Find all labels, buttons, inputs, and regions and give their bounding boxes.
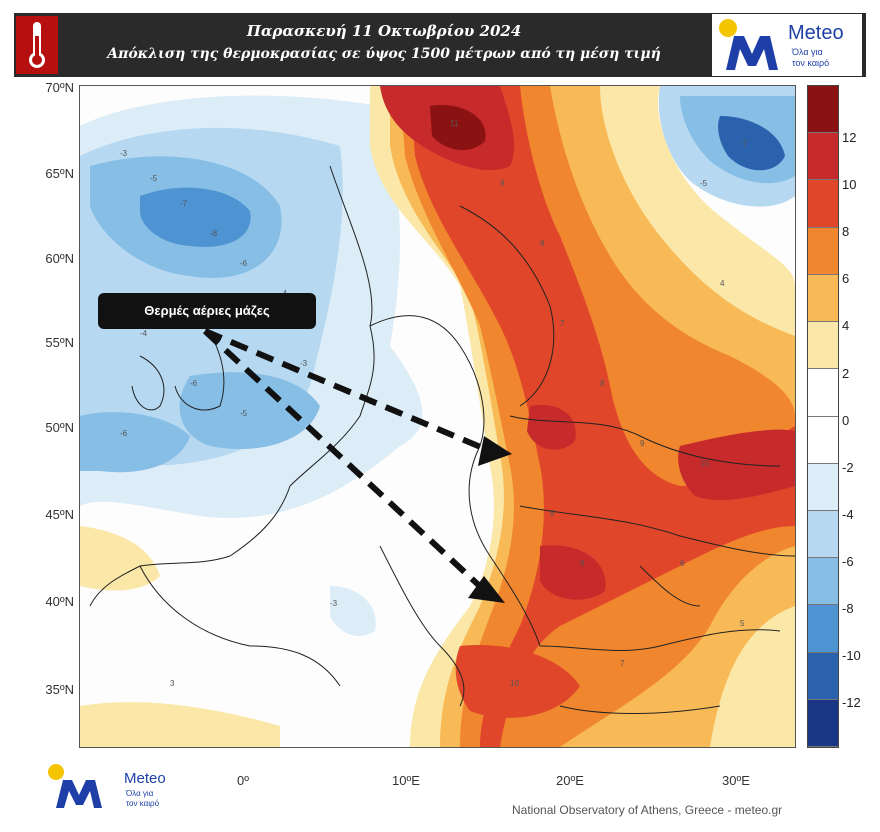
lon-label-20e: 20ºE	[556, 773, 584, 788]
lon-label-0: 0º	[237, 773, 249, 788]
svg-text:7: 7	[620, 659, 625, 668]
colorbar-label: -12	[842, 695, 861, 710]
lon-label-10e: 10ºE	[392, 773, 420, 788]
colorbar-cell	[808, 699, 838, 748]
lat-label-40: 40ºN	[45, 594, 74, 609]
colorbar-cell	[808, 510, 838, 559]
colorbar-cell	[808, 416, 838, 464]
svg-text:5: 5	[740, 619, 745, 628]
colorbar-label: 10	[842, 177, 857, 192]
colorbar-label: 0	[842, 413, 850, 428]
svg-text:-3: -3	[300, 359, 308, 368]
svg-text:11: 11	[450, 119, 459, 128]
colorbar-cell	[808, 369, 838, 417]
colorbar-cell	[808, 133, 838, 181]
lat-label-55: 55ºN	[45, 335, 74, 350]
svg-text:-7: -7	[740, 139, 748, 148]
meteo-logo: Meteo Όλα για τον καιρό	[712, 14, 862, 76]
footer-logo-tagline-2: τον καιρό	[126, 799, 160, 808]
svg-text:-6: -6	[240, 259, 248, 268]
logo-name: Meteo	[788, 22, 844, 44]
colorbar-label: -6	[842, 554, 854, 569]
svg-text:8: 8	[600, 379, 605, 388]
colorbar	[807, 85, 839, 748]
colorbar-label: 2	[842, 366, 850, 381]
lat-label-70: 70ºN	[45, 80, 74, 95]
svg-text:10: 10	[700, 459, 709, 468]
colorbar-label: -2	[842, 460, 854, 475]
logo-tagline-2: τον καιρό	[792, 58, 830, 68]
lat-label-60: 60ºN	[45, 251, 74, 266]
svg-text:8: 8	[550, 509, 555, 518]
logo-tagline-1: Όλα για	[792, 47, 823, 57]
svg-text:-5: -5	[700, 179, 708, 188]
svg-text:9: 9	[580, 559, 585, 568]
svg-text:-5: -5	[150, 174, 158, 183]
colorbar-label: 6	[842, 271, 850, 286]
colorbar-cell	[808, 558, 838, 606]
svg-text:9: 9	[500, 179, 505, 188]
svg-text:-3: -3	[330, 599, 338, 608]
colorbar-cell	[808, 227, 838, 275]
svg-text:-4: -4	[140, 329, 148, 338]
colorbar-label: 12	[842, 130, 857, 145]
svg-text:-6: -6	[120, 429, 128, 438]
svg-text:10: 10	[510, 679, 519, 688]
svg-text:-3: -3	[120, 149, 128, 158]
svg-text:4: 4	[720, 279, 725, 288]
footer-logo-name: Meteo	[124, 770, 166, 787]
colorbar-cell	[808, 274, 838, 323]
source-credit: National Observatory of Athens, Greece -…	[512, 803, 783, 817]
colorbar-label: -8	[842, 601, 854, 616]
footer-meteo-logo: Meteo Όλα για τον καιρό	[44, 762, 174, 812]
title-description: Απόκλιση της θερμοκρασίας σε ύψος 1500 μ…	[107, 46, 661, 62]
lat-label-65: 65ºN	[45, 166, 74, 181]
colorbar-cell	[808, 463, 838, 511]
title-date: Παρασκευή 11 Οκτωβρίου 2024	[246, 22, 522, 40]
svg-text:-8: -8	[210, 229, 218, 238]
colorbar-label: 4	[842, 318, 850, 333]
colorbar-cell	[808, 86, 838, 134]
svg-text:9: 9	[640, 439, 645, 448]
svg-text:-5: -5	[240, 409, 248, 418]
svg-text:6: 6	[680, 559, 685, 568]
meteo-logo-icon	[719, 19, 778, 70]
colorbar-label: -4	[842, 507, 854, 522]
colorbar-cell	[808, 605, 838, 653]
svg-text:-7: -7	[180, 199, 188, 208]
dashed-arrow-icon	[202, 328, 512, 603]
thermometer-icon	[16, 16, 58, 74]
svg-text:-6: -6	[190, 379, 198, 388]
colorbar-label: -10	[842, 648, 861, 663]
warm-air-masses-callout: Θερμές αέριες μάζες	[98, 293, 316, 329]
footer-meteo-logo-icon	[48, 764, 102, 808]
colorbar-cell	[808, 652, 838, 700]
svg-text:7: 7	[560, 319, 565, 328]
svg-text:3: 3	[170, 679, 175, 688]
colorbar-cell	[808, 322, 838, 370]
svg-text:8: 8	[540, 239, 545, 248]
lat-label-45: 45ºN	[45, 507, 74, 522]
lat-label-35: 35ºN	[45, 682, 74, 697]
footer-logo-tagline-1: Όλα για	[126, 789, 154, 798]
colorbar-cell	[808, 180, 838, 228]
lon-label-30e: 30ºE	[722, 773, 750, 788]
colorbar-label: 8	[842, 224, 850, 239]
page-title: Παρασκευή 11 Οκτωβρίου 2024 Απόκλιση της…	[64, 14, 704, 76]
lat-label-50: 50ºN	[45, 420, 74, 435]
